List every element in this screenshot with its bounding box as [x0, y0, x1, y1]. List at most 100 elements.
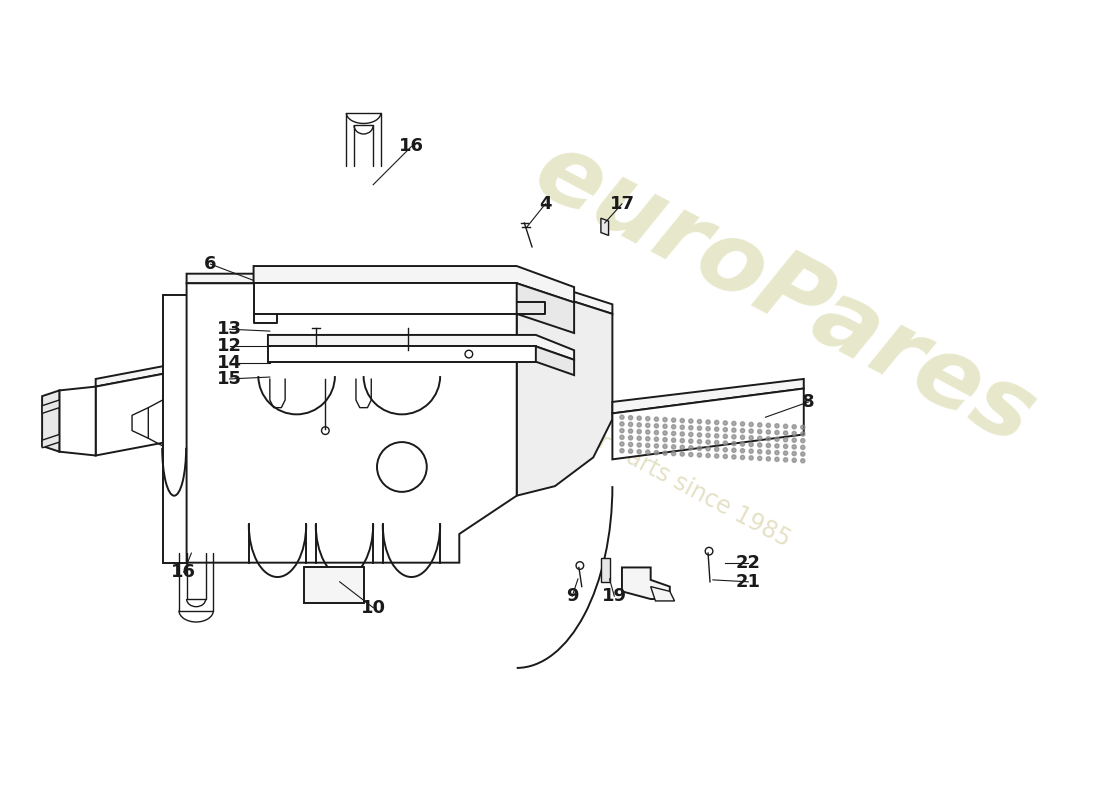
Circle shape — [663, 418, 667, 422]
Polygon shape — [268, 346, 536, 362]
Polygon shape — [42, 434, 59, 448]
Circle shape — [646, 417, 650, 421]
Circle shape — [749, 436, 754, 440]
Circle shape — [732, 434, 736, 439]
Circle shape — [654, 450, 659, 454]
Circle shape — [801, 425, 805, 430]
Polygon shape — [96, 362, 187, 386]
Circle shape — [646, 437, 650, 441]
Circle shape — [697, 453, 702, 457]
Circle shape — [801, 458, 805, 463]
Circle shape — [792, 438, 796, 442]
Circle shape — [740, 429, 745, 433]
Circle shape — [783, 438, 788, 442]
Circle shape — [732, 455, 736, 459]
Circle shape — [767, 437, 770, 441]
Circle shape — [697, 419, 702, 424]
Circle shape — [697, 446, 702, 450]
Circle shape — [740, 422, 745, 426]
Circle shape — [801, 446, 805, 450]
Circle shape — [663, 424, 667, 429]
Circle shape — [715, 427, 718, 431]
Text: 10: 10 — [361, 598, 386, 617]
Circle shape — [689, 439, 693, 443]
Polygon shape — [601, 558, 610, 582]
Circle shape — [774, 424, 779, 428]
Circle shape — [732, 442, 736, 446]
Circle shape — [680, 452, 684, 456]
Text: 21: 21 — [736, 573, 761, 591]
Circle shape — [663, 431, 667, 435]
Circle shape — [723, 427, 727, 432]
Text: 17: 17 — [609, 195, 635, 213]
Circle shape — [774, 458, 779, 462]
Polygon shape — [517, 283, 574, 333]
Circle shape — [767, 450, 770, 454]
Circle shape — [620, 422, 624, 426]
Circle shape — [654, 444, 659, 448]
Circle shape — [749, 422, 754, 426]
Circle shape — [792, 458, 796, 462]
Polygon shape — [621, 567, 670, 599]
Circle shape — [792, 445, 796, 449]
Circle shape — [689, 419, 693, 423]
Circle shape — [637, 450, 641, 454]
Circle shape — [758, 456, 762, 461]
Circle shape — [792, 425, 796, 429]
Circle shape — [740, 455, 745, 459]
Circle shape — [715, 454, 718, 458]
Circle shape — [749, 442, 754, 446]
Circle shape — [680, 425, 684, 430]
Text: 4: 4 — [539, 195, 552, 213]
Circle shape — [671, 438, 675, 442]
Circle shape — [671, 451, 675, 456]
Circle shape — [663, 451, 667, 455]
Circle shape — [620, 435, 624, 439]
Circle shape — [715, 434, 718, 438]
Circle shape — [697, 426, 702, 430]
Circle shape — [646, 423, 650, 427]
Circle shape — [732, 448, 736, 452]
Circle shape — [680, 446, 684, 450]
Circle shape — [792, 431, 796, 435]
Circle shape — [646, 450, 650, 454]
Circle shape — [689, 453, 693, 457]
Circle shape — [706, 426, 711, 431]
Text: a passion for parts since 1985: a passion for parts since 1985 — [469, 363, 795, 552]
Circle shape — [646, 430, 650, 434]
Polygon shape — [96, 370, 187, 455]
Circle shape — [671, 418, 675, 422]
Circle shape — [706, 446, 711, 451]
Circle shape — [758, 443, 762, 447]
Text: 8: 8 — [802, 393, 815, 411]
Circle shape — [767, 443, 770, 447]
Polygon shape — [613, 389, 804, 459]
Circle shape — [783, 458, 788, 462]
Text: 14: 14 — [217, 354, 242, 372]
Circle shape — [740, 449, 745, 453]
Circle shape — [723, 448, 727, 452]
Circle shape — [774, 437, 779, 442]
Circle shape — [654, 424, 659, 428]
Text: 6: 6 — [205, 255, 217, 273]
Circle shape — [758, 450, 762, 454]
Polygon shape — [651, 586, 674, 601]
Polygon shape — [254, 283, 517, 314]
Circle shape — [783, 431, 788, 435]
Circle shape — [732, 428, 736, 432]
Circle shape — [671, 431, 675, 435]
Circle shape — [732, 422, 736, 426]
Polygon shape — [42, 390, 59, 452]
Circle shape — [628, 429, 632, 434]
Circle shape — [801, 452, 805, 456]
Circle shape — [637, 416, 641, 420]
Circle shape — [637, 430, 641, 434]
Circle shape — [706, 434, 711, 438]
Circle shape — [783, 444, 788, 449]
Circle shape — [628, 422, 632, 426]
Circle shape — [706, 440, 711, 444]
Circle shape — [715, 447, 718, 451]
Polygon shape — [305, 567, 364, 603]
Circle shape — [792, 451, 796, 456]
Circle shape — [749, 449, 754, 454]
